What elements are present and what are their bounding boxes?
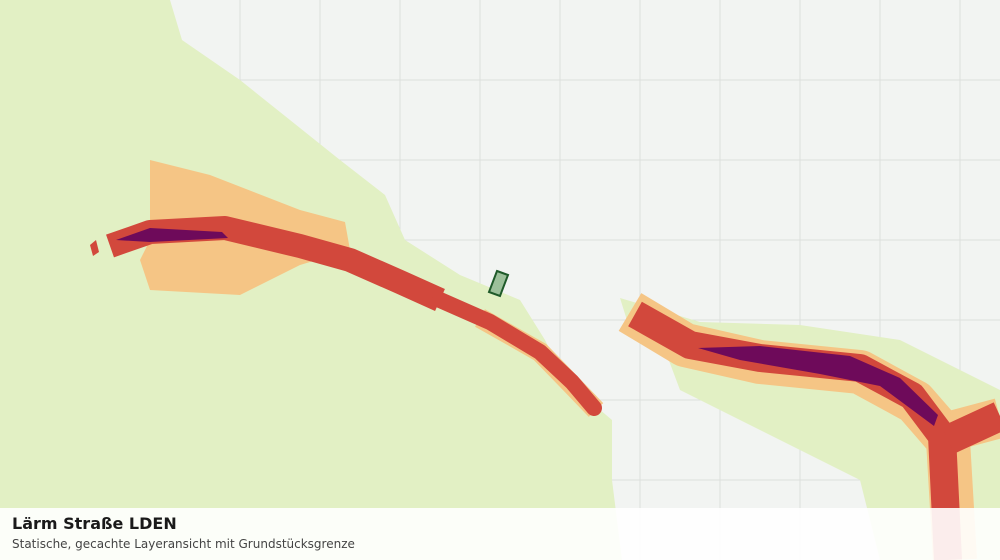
noise-zone-high bbox=[432, 292, 602, 416]
noise-zone-low bbox=[0, 0, 622, 560]
caption-bar: Lärm Straße LDEN Statische, gecachte Lay… bbox=[0, 508, 1000, 560]
noise-zone-high bbox=[90, 240, 99, 256]
noise-zone-very-high bbox=[698, 346, 938, 426]
parcel-boundary[interactable] bbox=[487, 269, 510, 298]
layer-title: Lärm Straße LDEN bbox=[12, 514, 177, 533]
noise-zone-very-high bbox=[116, 228, 228, 242]
noise-zone-high bbox=[941, 402, 1000, 454]
layer-subtitle: Statische, gecachte Layeransicht mit Gru… bbox=[12, 537, 355, 551]
